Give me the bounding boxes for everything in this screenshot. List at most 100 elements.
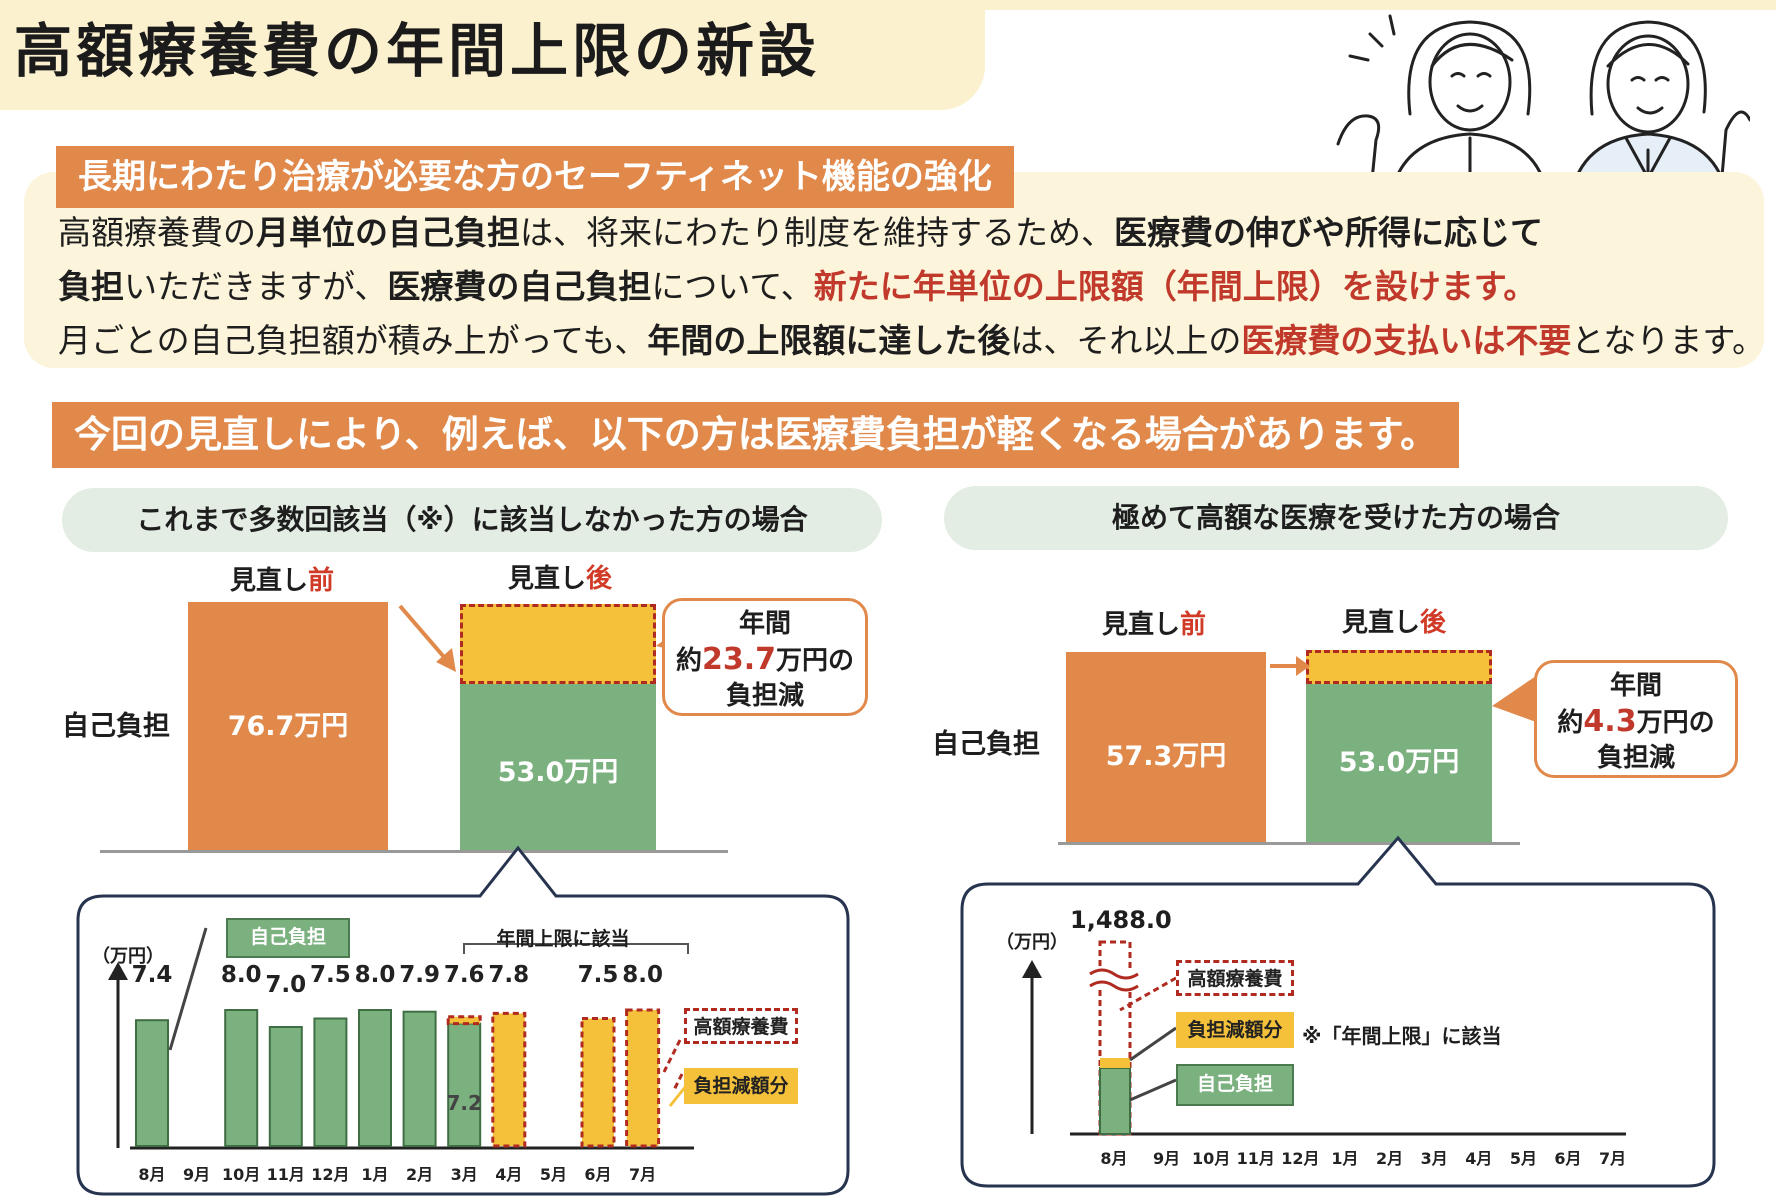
right-annual-cap-note: ※「年間上限」に該当	[1302, 1024, 1502, 1048]
left-y-axis-arrow-icon	[108, 962, 128, 980]
right-monthly-chart: 8月 9月 10月 11月 12月 1月 2月 3月 4月 5月 6月 7月	[1022, 940, 1626, 1168]
left-compare-axis	[100, 850, 728, 853]
left-self-bar	[268, 1026, 303, 1147]
left-reduction-bar	[625, 1008, 661, 1148]
left-self-bar	[447, 1022, 482, 1147]
left-kougaku-leader	[662, 1039, 682, 1073]
right-self-leader	[1129, 1078, 1177, 1102]
left-self-pay-label: 自己負担	[62, 711, 170, 742]
left-arrow-icon	[398, 604, 456, 672]
right-before-header: 見直し前	[1102, 610, 1207, 640]
text-run: 年間の上限額に達した後	[647, 321, 1011, 360]
text-run: について、	[651, 267, 814, 306]
right-month-label: 9月	[1153, 1149, 1180, 1168]
right-axis-break-gap	[1092, 968, 1138, 990]
text-run: 月ごとの自己負担額が積み上がっても、	[58, 321, 648, 360]
left-month-label: 2月	[406, 1165, 433, 1184]
left-value-label: 7.5	[578, 962, 619, 988]
right-self-pay-label: 自己負担	[932, 729, 1040, 760]
right-before-value: 57.3万円	[1105, 741, 1227, 772]
left-month-label: 1月	[361, 1165, 388, 1184]
left-value-label: 7.6	[444, 962, 485, 988]
right-tag-reduction: 負担減額分	[1176, 1012, 1294, 1048]
title-band	[0, 0, 985, 110]
right-case-pill: 極めて高額な医療を受けた方の場合	[944, 486, 1728, 550]
left-tag-annual-cap: 年間上限に該当	[496, 928, 630, 950]
left-self-bar	[402, 1010, 437, 1147]
text-run: 医療費の自己負担	[387, 267, 652, 306]
right-before-bar	[1066, 652, 1266, 842]
right-month-label: 4月	[1465, 1149, 1492, 1168]
text-run: 月単位の自己負担	[256, 213, 520, 252]
right-tag-kougaku: 高額療養費	[1176, 960, 1294, 996]
right-month-label: 6月	[1554, 1149, 1581, 1168]
left-month-label: 9月	[183, 1165, 210, 1184]
right-reduction-bar	[1100, 1058, 1130, 1068]
right-y-axis-arrow-icon	[1022, 960, 1042, 978]
left-unit-label: （万円）	[92, 946, 164, 967]
right-month-label: 8月	[1100, 1149, 1127, 1168]
text-run: 医療費の伸びや所得に応じて	[1114, 213, 1543, 252]
left-before-header: 見直し前	[230, 566, 335, 596]
left-annual-bracket	[463, 943, 689, 954]
right-month-label: 2月	[1376, 1149, 1403, 1168]
left-tag-reduction: 負担減額分	[684, 1068, 798, 1104]
text-run: 新たに年単位の上限額（年間上限）を設けます。	[813, 267, 1537, 306]
right-arrow-icon	[1270, 656, 1310, 676]
right-after-bar	[1306, 684, 1492, 842]
right-month-label: 7月	[1599, 1149, 1626, 1168]
left-after-value: 53.0万円	[497, 757, 619, 788]
left-month-label: 11月	[267, 1165, 305, 1184]
left-before-bar	[188, 602, 388, 850]
text-run: 医療費の支払いは不要	[1241, 321, 1572, 360]
left-reduction-bar	[491, 1011, 527, 1148]
left-value-label: 7.5	[310, 962, 351, 988]
text-run: 負担	[58, 267, 124, 306]
example-banner: 今回の見直しにより、例えば、以下の方は医療費負担が軽くなる場合があります。	[52, 402, 1460, 468]
right-tag-self-pay: 自己負担	[1176, 1064, 1294, 1106]
right-month-label: 11月	[1237, 1149, 1275, 1168]
left-value-label: 8.0	[355, 962, 396, 988]
right-reduction-callout: 年間 約4.3万円の 負担減	[1534, 660, 1738, 778]
right-unit-label: （万円）	[996, 932, 1068, 953]
left-inner-value: 7.2	[446, 1091, 481, 1115]
left-self-bar	[313, 1017, 348, 1147]
right-kougaku-bar	[1098, 940, 1132, 1136]
left-month-label: 5月	[540, 1165, 567, 1184]
left-case-pill: これまで多数回該当（※）に該当しなかった方の場合	[62, 488, 882, 552]
right-after-value: 53.0万円	[1338, 747, 1460, 778]
left-kougaku-leader-2	[672, 1073, 684, 1091]
left-after-header: 見直し後	[508, 564, 613, 594]
left-tag-kougaku: 高額療養費	[684, 1008, 798, 1044]
intro-line-2: 負担いただきますが、医療費の自己負担について、新たに年単位の上限額（年間上限）を…	[58, 264, 1536, 310]
left-reduction-segment	[460, 604, 656, 684]
right-callout-pointer	[1492, 676, 1536, 722]
text-run: は、それ以上の	[1010, 321, 1242, 360]
left-month-label: 3月	[451, 1165, 478, 1184]
left-self-bar	[135, 1019, 169, 1147]
text-run: 高額療養費の	[58, 213, 256, 252]
left-month-label: 7月	[629, 1165, 656, 1184]
text-run: となります。	[1571, 321, 1766, 360]
left-value-label: 8.0	[221, 962, 262, 988]
left-value-label: 8.0	[622, 962, 663, 988]
top-stripe	[985, 0, 1776, 10]
left-reduction-callout: 年間 約23.7万円の 負担減	[662, 598, 868, 716]
right-month-label: 10月	[1192, 1149, 1230, 1168]
left-before-value: 76.7万円	[227, 711, 349, 742]
left-month-label: 12月	[311, 1165, 349, 1184]
left-reduction-leader	[668, 1085, 688, 1107]
text-run: は、将来にわたり制度を維持するため、	[520, 213, 1114, 252]
left-month-label: 10月	[222, 1165, 260, 1184]
right-axis-break-line-1	[1089, 968, 1139, 980]
left-value-label: 7.9	[399, 962, 440, 988]
left-month-label: 4月	[495, 1165, 522, 1184]
right-month-label: 5月	[1510, 1149, 1537, 1168]
left-self-bar	[224, 1009, 259, 1147]
left-value-label: 7.0	[265, 972, 306, 998]
left-month-label: 8月	[138, 1165, 165, 1184]
intro-line-1: 高額療養費の月単位の自己負担は、将来にわたり制度を維持するため、医療費の伸びや所…	[58, 210, 1543, 256]
left-monthly-chart: 8月 7.4 9月 10月 8.0 11月 7.0 12月 7.5 1月 8.0 2月 7.9 3月 7.6…	[108, 927, 694, 1184]
right-kougaku-leader	[1119, 976, 1177, 1012]
page-title: 高額療養費の年間上限の新設	[14, 17, 821, 85]
